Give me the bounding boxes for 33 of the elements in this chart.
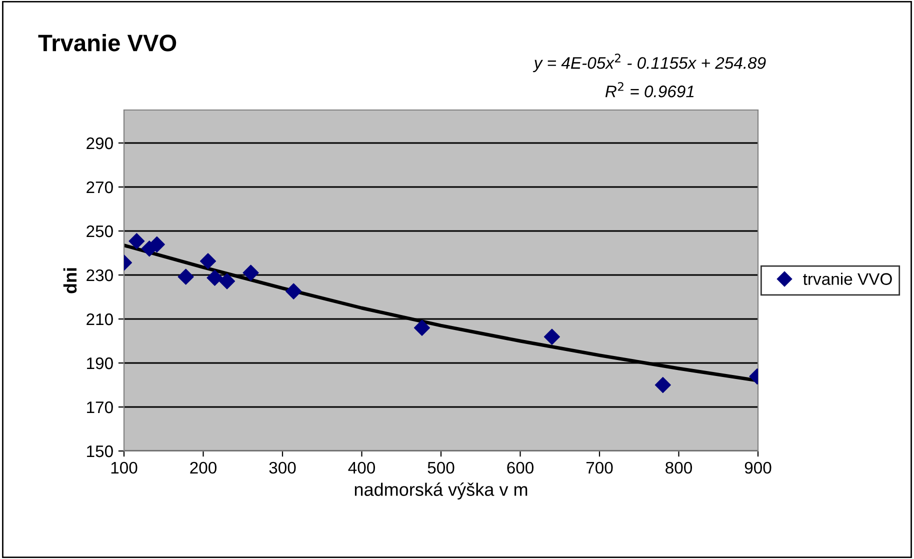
point: [414, 320, 430, 336]
chart-title: Trvanie VVO: [38, 34, 176, 52]
x-tick-label: 800: [666, 462, 692, 474]
point: [128, 233, 145, 250]
text: R$^{2}$ = 0.9691: [605, 82, 694, 98]
x-tick-label: 200: [190, 462, 217, 474]
point: [544, 328, 560, 345]
x-tick-label: 700: [586, 462, 613, 474]
y-tick-label: 150: [87, 445, 113, 458]
x-tick-label: 400: [348, 462, 376, 474]
y-tick-label: 270: [86, 181, 113, 194]
y-tick-label: 170: [87, 401, 113, 414]
y-axis-title: dni: [63, 268, 77, 294]
point: [178, 268, 194, 285]
x-tick-label: 100: [111, 462, 138, 474]
point: [200, 253, 216, 270]
text: y = 4E-05x$^{2}$ - 0.1155x + 254.89: [532, 54, 766, 72]
point: [206, 270, 223, 286]
y-tick-label: 190: [87, 357, 113, 370]
point: [218, 273, 236, 290]
x-tick-label: 900: [744, 462, 772, 474]
y-tick-label: 250: [86, 225, 113, 238]
legend-label: trvanie VVO: [803, 272, 892, 285]
x-tick-label: 500: [428, 462, 454, 474]
y-tick-label: 210: [86, 313, 113, 326]
x-axis-title: nadmorská výška v m: [354, 482, 528, 500]
point: [242, 264, 259, 281]
y-tick-label: 230: [86, 269, 113, 282]
x-tick-label: 600: [507, 462, 534, 474]
x-tick-label: 300: [269, 462, 296, 474]
y-tick-label: 290: [86, 137, 113, 150]
point: [286, 283, 302, 300]
point: [654, 376, 671, 394]
